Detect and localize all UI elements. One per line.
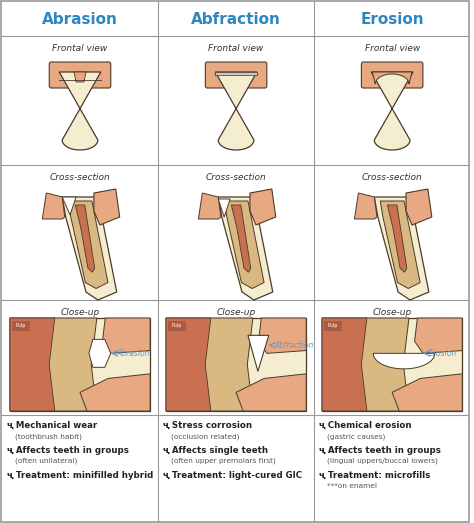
Polygon shape [218,197,273,300]
Polygon shape [42,193,65,219]
Text: Erosion: Erosion [429,349,457,358]
Text: ***on enamel: ***on enamel [327,483,377,489]
Polygon shape [74,72,86,82]
Text: Frontal view: Frontal view [209,44,264,53]
Polygon shape [94,189,120,225]
Text: (gastric causes): (gastric causes) [327,433,385,439]
Polygon shape [248,335,269,371]
Polygon shape [231,205,251,272]
Text: Abrasion: Abrasion [42,12,118,27]
Text: Pulp: Pulp [328,324,338,328]
Bar [322,318,462,411]
Polygon shape [68,201,108,289]
Polygon shape [10,318,55,411]
Text: Frontal view: Frontal view [365,44,420,53]
Text: ҷ Mechanical wear: ҷ Mechanical wear [7,421,97,430]
Polygon shape [199,193,221,219]
FancyBboxPatch shape [205,62,267,88]
Polygon shape [166,318,253,411]
Bar [166,318,306,411]
Text: ҷ Treatment: microfills: ҷ Treatment: microfills [319,471,430,480]
Polygon shape [236,374,306,411]
Polygon shape [322,318,409,411]
Text: Erosion: Erosion [360,12,424,27]
Polygon shape [322,318,367,411]
Polygon shape [75,205,95,272]
Text: (often upper premolars first): (often upper premolars first) [171,458,276,464]
Polygon shape [406,189,432,225]
Polygon shape [224,201,264,289]
Text: ҷ Affects teeth in groups: ҷ Affects teeth in groups [7,446,129,455]
Text: (often unilateral): (often unilateral) [15,458,77,464]
Text: (occlusion related): (occlusion related) [171,433,239,439]
Polygon shape [373,354,435,369]
Polygon shape [10,318,97,411]
Text: Frontal view: Frontal view [53,44,108,53]
Polygon shape [258,318,306,354]
Polygon shape [372,72,412,84]
Polygon shape [387,205,407,272]
Text: (lingual uppers/buccal lowers): (lingual uppers/buccal lowers) [327,458,438,464]
Polygon shape [392,374,462,411]
Polygon shape [218,199,230,217]
Text: Cross-section: Cross-section [50,173,110,182]
FancyBboxPatch shape [168,321,186,331]
Polygon shape [250,189,276,225]
Text: ҷ Affects teeth in groups: ҷ Affects teeth in groups [319,446,441,455]
Text: (toothbrush habit): (toothbrush habit) [15,433,82,439]
Text: ҷ Stress corrosion: ҷ Stress corrosion [163,421,252,430]
Polygon shape [374,197,429,300]
Text: Close-up: Close-up [373,308,412,317]
Polygon shape [62,197,117,300]
Text: Abfraction: Abfraction [191,12,281,27]
Polygon shape [355,193,377,219]
Text: ҷ Affects single teeth: ҷ Affects single teeth [163,446,268,455]
Text: Pulp: Pulp [16,324,26,328]
Text: Cross-section: Cross-section [206,173,266,182]
Polygon shape [62,197,76,215]
Polygon shape [380,201,420,289]
Text: Abfraction: Abfraction [275,341,314,350]
Polygon shape [415,318,462,354]
FancyBboxPatch shape [12,321,30,331]
Text: Cross-section: Cross-section [362,173,422,182]
Polygon shape [371,72,413,150]
Text: Close-up: Close-up [217,308,255,317]
Polygon shape [166,318,211,411]
Polygon shape [102,318,150,354]
Polygon shape [59,72,101,150]
Polygon shape [215,72,257,150]
Text: Close-up: Close-up [60,308,100,317]
Polygon shape [89,339,111,367]
Text: Abrasion: Abrasion [117,349,150,358]
FancyBboxPatch shape [324,321,342,331]
Text: Pulp: Pulp [172,324,182,328]
Text: ҷ Treatment: minifilled hybrid: ҷ Treatment: minifilled hybrid [7,471,153,480]
Text: ҷ Treatment: light-cured GIC: ҷ Treatment: light-cured GIC [163,471,302,480]
Bar [10,318,150,411]
Polygon shape [80,374,150,411]
Bar [215,72,257,75]
FancyBboxPatch shape [49,62,111,88]
Text: ҷ Chemical erosion: ҷ Chemical erosion [319,421,411,430]
FancyBboxPatch shape [361,62,423,88]
